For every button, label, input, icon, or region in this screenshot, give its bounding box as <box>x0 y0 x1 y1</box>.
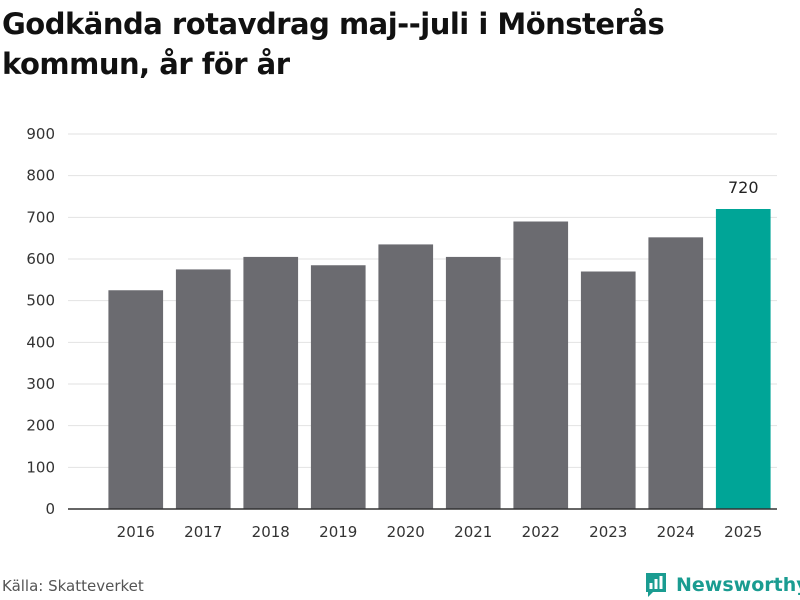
y-tick-label: 0 <box>45 500 55 518</box>
y-tick-label: 200 <box>26 417 55 435</box>
bar-2020 <box>378 244 434 509</box>
bar-2023 <box>580 271 636 509</box>
data-labels: 720 <box>728 178 759 197</box>
y-tick-label: 100 <box>26 458 55 476</box>
newsworthy-chart-icon <box>646 573 666 597</box>
bar-2021 <box>445 256 501 509</box>
y-tick-label: 800 <box>26 167 55 185</box>
x-tick-label: 2023 <box>589 523 627 541</box>
bar-2022 <box>513 221 569 509</box>
x-tick-label: 2024 <box>657 523 695 541</box>
x-tick-label: 2021 <box>454 523 492 541</box>
bar-2018 <box>243 256 299 509</box>
x-tick-label: 2022 <box>522 523 560 541</box>
bar-2017 <box>175 269 231 509</box>
y-tick-label: 500 <box>26 292 55 310</box>
y-axis-ticks: 0 100 200 300 400 500 600 700 800 900 <box>26 125 55 518</box>
bar-2019 <box>310 265 366 509</box>
brand-name: Newsworthy <box>676 574 800 596</box>
source-note: Källa: Skatteverket <box>2 577 144 595</box>
y-tick-label: 700 <box>26 208 55 226</box>
x-axis-ticks: 2016 2017 2018 2019 2020 2021 2022 2023 2024 2025 <box>117 523 763 541</box>
x-tick-label: 2016 <box>117 523 155 541</box>
y-tick-label: 900 <box>26 125 55 143</box>
bar-2025 <box>715 209 771 509</box>
y-tick-label: 400 <box>26 333 55 351</box>
y-tick-label: 300 <box>26 375 55 393</box>
y-tick-label: 600 <box>26 250 55 268</box>
chart-title: Godkända rotavdrag maj--juli i Mönsterås… <box>2 7 665 81</box>
x-tick-label: 2020 <box>387 523 425 541</box>
bar-2024 <box>648 237 704 510</box>
x-tick-label: 2025 <box>724 523 762 541</box>
bars <box>108 209 771 510</box>
x-tick-label: 2017 <box>184 523 222 541</box>
bar-2016 <box>108 290 164 509</box>
brand-logo: Newsworthy <box>644 570 800 600</box>
x-tick-label: 2019 <box>319 523 357 541</box>
x-tick-label: 2018 <box>252 523 290 541</box>
data-label-2025: 720 <box>728 178 759 197</box>
